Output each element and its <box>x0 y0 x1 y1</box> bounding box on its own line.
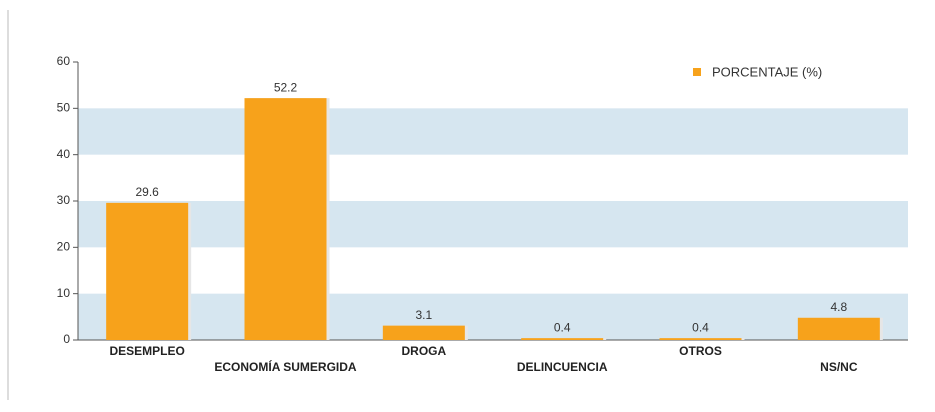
bar <box>797 317 880 340</box>
x-tick-label: DROGA <box>401 344 446 358</box>
x-tick-label: OTROS <box>679 344 722 358</box>
value-label: 29.6 <box>135 185 159 199</box>
bar <box>521 338 604 340</box>
grid-band <box>78 108 908 155</box>
value-label: 0.4 <box>692 320 709 334</box>
bar <box>106 202 189 340</box>
y-tick-label: 10 <box>57 286 71 300</box>
value-label: 4.8 <box>830 300 847 314</box>
value-label: 3.1 <box>415 308 432 322</box>
x-tick-label: ECONOMÍA SUMERGIDA <box>214 359 357 374</box>
x-tick-label: DESEMPLEO <box>109 344 184 358</box>
y-tick-label: 30 <box>57 193 71 207</box>
value-label: 52.2 <box>274 80 298 94</box>
grid-band <box>78 293 908 340</box>
y-tick-label: 50 <box>57 101 71 115</box>
legend-label: PORCENTAJE (%) <box>712 64 822 79</box>
y-tick-label: 20 <box>57 240 71 254</box>
y-tick-label: 0 <box>63 332 70 346</box>
y-tick-label: 40 <box>57 147 71 161</box>
legend-swatch <box>693 68 701 76</box>
grid-band <box>78 201 908 248</box>
x-tick-label: DELINCUENCIA <box>517 360 608 374</box>
value-label: 0.4 <box>554 320 571 334</box>
y-tick-label: 60 <box>57 54 71 68</box>
bar <box>244 98 327 340</box>
bar <box>659 338 742 340</box>
bar <box>382 325 465 340</box>
x-tick-label: NS/NC <box>820 360 858 374</box>
